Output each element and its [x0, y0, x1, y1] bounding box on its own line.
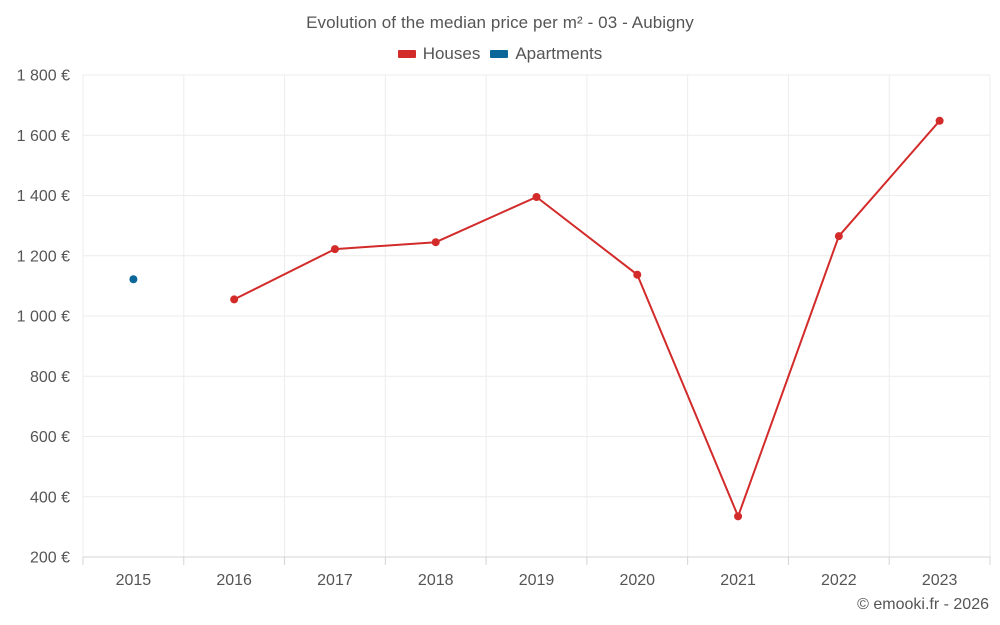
- y-tick-label: 800 €: [30, 369, 70, 386]
- y-tick-label: 1 800 €: [17, 68, 70, 85]
- data-point-houses: [935, 116, 944, 125]
- y-tick-label: 1 600 €: [17, 128, 70, 145]
- x-tick-label: 2022: [821, 572, 857, 589]
- legend-swatch-houses: [397, 50, 416, 58]
- legend-label-apartments: Apartments: [515, 44, 603, 63]
- chart-title: Evolution of the median price per m² - 0…: [306, 13, 694, 32]
- data-point-houses: [230, 295, 239, 304]
- x-tick-label: 2016: [216, 572, 252, 589]
- y-tick-label: 400 €: [30, 489, 70, 506]
- credit-text: © emooki.fr - 2026: [857, 596, 989, 613]
- data-point-houses: [633, 270, 642, 279]
- y-tick-label: 600 €: [30, 429, 70, 446]
- data-point-apartments: [129, 275, 138, 284]
- data-point-houses: [734, 512, 743, 521]
- legend-item-houses[interactable]: Houses: [397, 44, 481, 64]
- y-tick-label: 1 000 €: [17, 309, 70, 326]
- legend-item-apartments[interactable]: Apartments: [490, 44, 602, 64]
- chart-legend: Houses Apartments: [0, 44, 1000, 64]
- x-tick-label: 2019: [519, 572, 555, 589]
- x-tick-label: 2021: [720, 572, 756, 589]
- y-tick-label: 200 €: [30, 550, 70, 567]
- x-tick-label: 2017: [317, 572, 353, 589]
- series-line-houses: [233, 120, 941, 518]
- data-point-houses: [834, 232, 843, 241]
- data-point-houses: [532, 193, 541, 202]
- y-tick-label: 1 400 €: [17, 188, 70, 205]
- legend-label-houses: Houses: [422, 44, 481, 63]
- x-tick-label: 2020: [619, 572, 655, 589]
- data-point-houses: [330, 245, 339, 254]
- legend-swatch-apartments: [490, 50, 509, 58]
- data-point-houses: [431, 238, 440, 247]
- x-tick-label: 2015: [116, 572, 152, 589]
- x-tick-label: 2023: [922, 572, 958, 589]
- x-tick-label: 2018: [418, 572, 454, 589]
- y-tick-label: 1 200 €: [17, 248, 70, 265]
